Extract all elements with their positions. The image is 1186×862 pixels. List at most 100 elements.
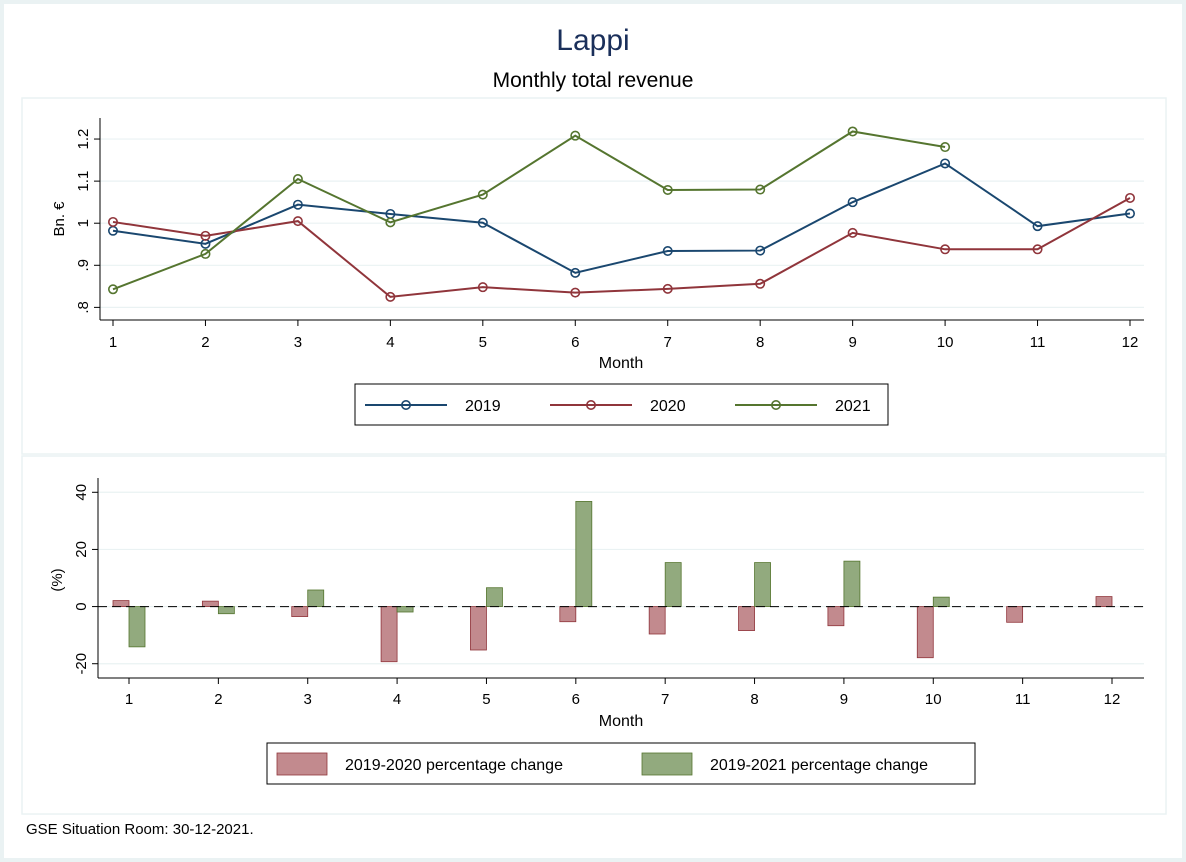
bar: [1095, 596, 1113, 607]
x-tick-label: 3: [294, 334, 302, 351]
legend-marker: [770, 399, 781, 410]
y-tick-label: .8: [75, 301, 92, 314]
y-tick-label: 40: [73, 484, 90, 501]
data-point: [755, 184, 766, 195]
y-tick-label: 1: [75, 219, 92, 227]
chart-subtitle: Monthly total revenue: [493, 69, 694, 92]
x-tick-label: 2: [201, 334, 209, 351]
data-point: [108, 216, 119, 227]
x-tick-label: 5: [482, 691, 490, 708]
x-tick-label: 2: [214, 691, 222, 708]
legend-label: 2020: [650, 398, 686, 415]
legend-label: 2021: [835, 398, 871, 415]
data-point: [940, 244, 951, 255]
data-point: [477, 217, 488, 228]
bar: [396, 606, 414, 613]
bar-series-2: [128, 501, 950, 648]
x-tick-label: 6: [571, 334, 579, 351]
legend-label: 2019: [465, 398, 501, 415]
bar: [575, 501, 593, 607]
x-tick-label: 1: [125, 691, 133, 708]
bar-legend: 2019-2020 percentage change 2019-2021 per…: [266, 742, 976, 785]
bar-series-1: [112, 596, 1113, 663]
y-axis-title: (%): [49, 568, 66, 591]
data-point: [385, 291, 396, 302]
bar: [1006, 606, 1024, 623]
bar: [217, 606, 235, 615]
line-series-2020: [108, 192, 1136, 302]
bar: [470, 606, 487, 651]
data-point: [570, 130, 581, 141]
x-tick-label: 5: [479, 334, 487, 351]
y-axis-title: Bn. €: [51, 201, 68, 237]
y-tick-label: 0: [73, 602, 90, 610]
series-line: [112, 130, 946, 291]
bar: [291, 606, 309, 617]
data-point: [570, 287, 581, 298]
data-point: [1125, 192, 1136, 203]
bar: [486, 587, 503, 607]
x-tick-label: 8: [750, 691, 758, 708]
x-tick-label: 6: [572, 691, 580, 708]
x-tick-label: 9: [848, 334, 856, 351]
bar: [664, 562, 682, 607]
bar: [559, 606, 577, 623]
x-tick-label: 9: [840, 691, 848, 708]
data-point: [662, 245, 673, 256]
data-point: [662, 184, 673, 195]
line-series-2021: [108, 126, 951, 295]
y-tick-label: 1.2: [75, 129, 92, 150]
x-tick-label: 1: [109, 334, 117, 351]
x-tick-label: 7: [661, 691, 669, 708]
data-point: [755, 278, 766, 289]
legend-marker: [585, 399, 596, 410]
data-point: [847, 126, 858, 137]
bar: [201, 600, 219, 607]
data-point: [292, 216, 303, 227]
data-point: [108, 284, 119, 295]
legend-swatch: [641, 752, 693, 776]
data-point: [940, 158, 951, 169]
x-tick-label: 7: [664, 334, 672, 351]
data-point: [1032, 221, 1043, 232]
x-tick-label: 4: [393, 691, 401, 708]
legend-label: 2019-2020 percentage change: [345, 757, 563, 774]
bar: [916, 606, 934, 659]
data-point: [940, 142, 951, 153]
bar: [738, 606, 755, 631]
x-tick-label: 10: [925, 691, 942, 708]
x-tick-label: 11: [1030, 334, 1046, 351]
data-point: [847, 197, 858, 208]
data-point: [570, 267, 581, 278]
series-line: [112, 197, 1131, 298]
data-point: [662, 283, 673, 294]
bar: [932, 596, 950, 607]
y-tick-label: 1.1: [75, 171, 92, 192]
x-axis-title: Month: [599, 713, 643, 730]
bar: [128, 606, 146, 648]
x-tick-label: 12: [1122, 334, 1139, 351]
x-tick-label: 10: [937, 334, 954, 351]
chart-title: Lappi: [556, 24, 629, 57]
data-point: [477, 189, 488, 200]
bar: [754, 562, 771, 607]
line-series-2019: [108, 158, 1136, 278]
x-tick-label: 4: [386, 334, 394, 351]
x-tick-label: 8: [756, 334, 764, 351]
series-line: [112, 162, 1131, 274]
line-legend: 2019 2020 2021: [354, 383, 889, 426]
bar: [380, 606, 398, 663]
data-point: [385, 217, 396, 228]
data-point: [200, 248, 211, 259]
x-tick-label: 11: [1015, 691, 1031, 708]
data-point: [1125, 208, 1136, 219]
data-point: [292, 174, 303, 185]
legend-box: [266, 742, 976, 785]
data-point: [847, 227, 858, 238]
x-tick-label: 12: [1104, 691, 1121, 708]
y-tick-label: .9: [75, 259, 92, 272]
legend-label: 2019-2021 percentage change: [710, 757, 928, 774]
